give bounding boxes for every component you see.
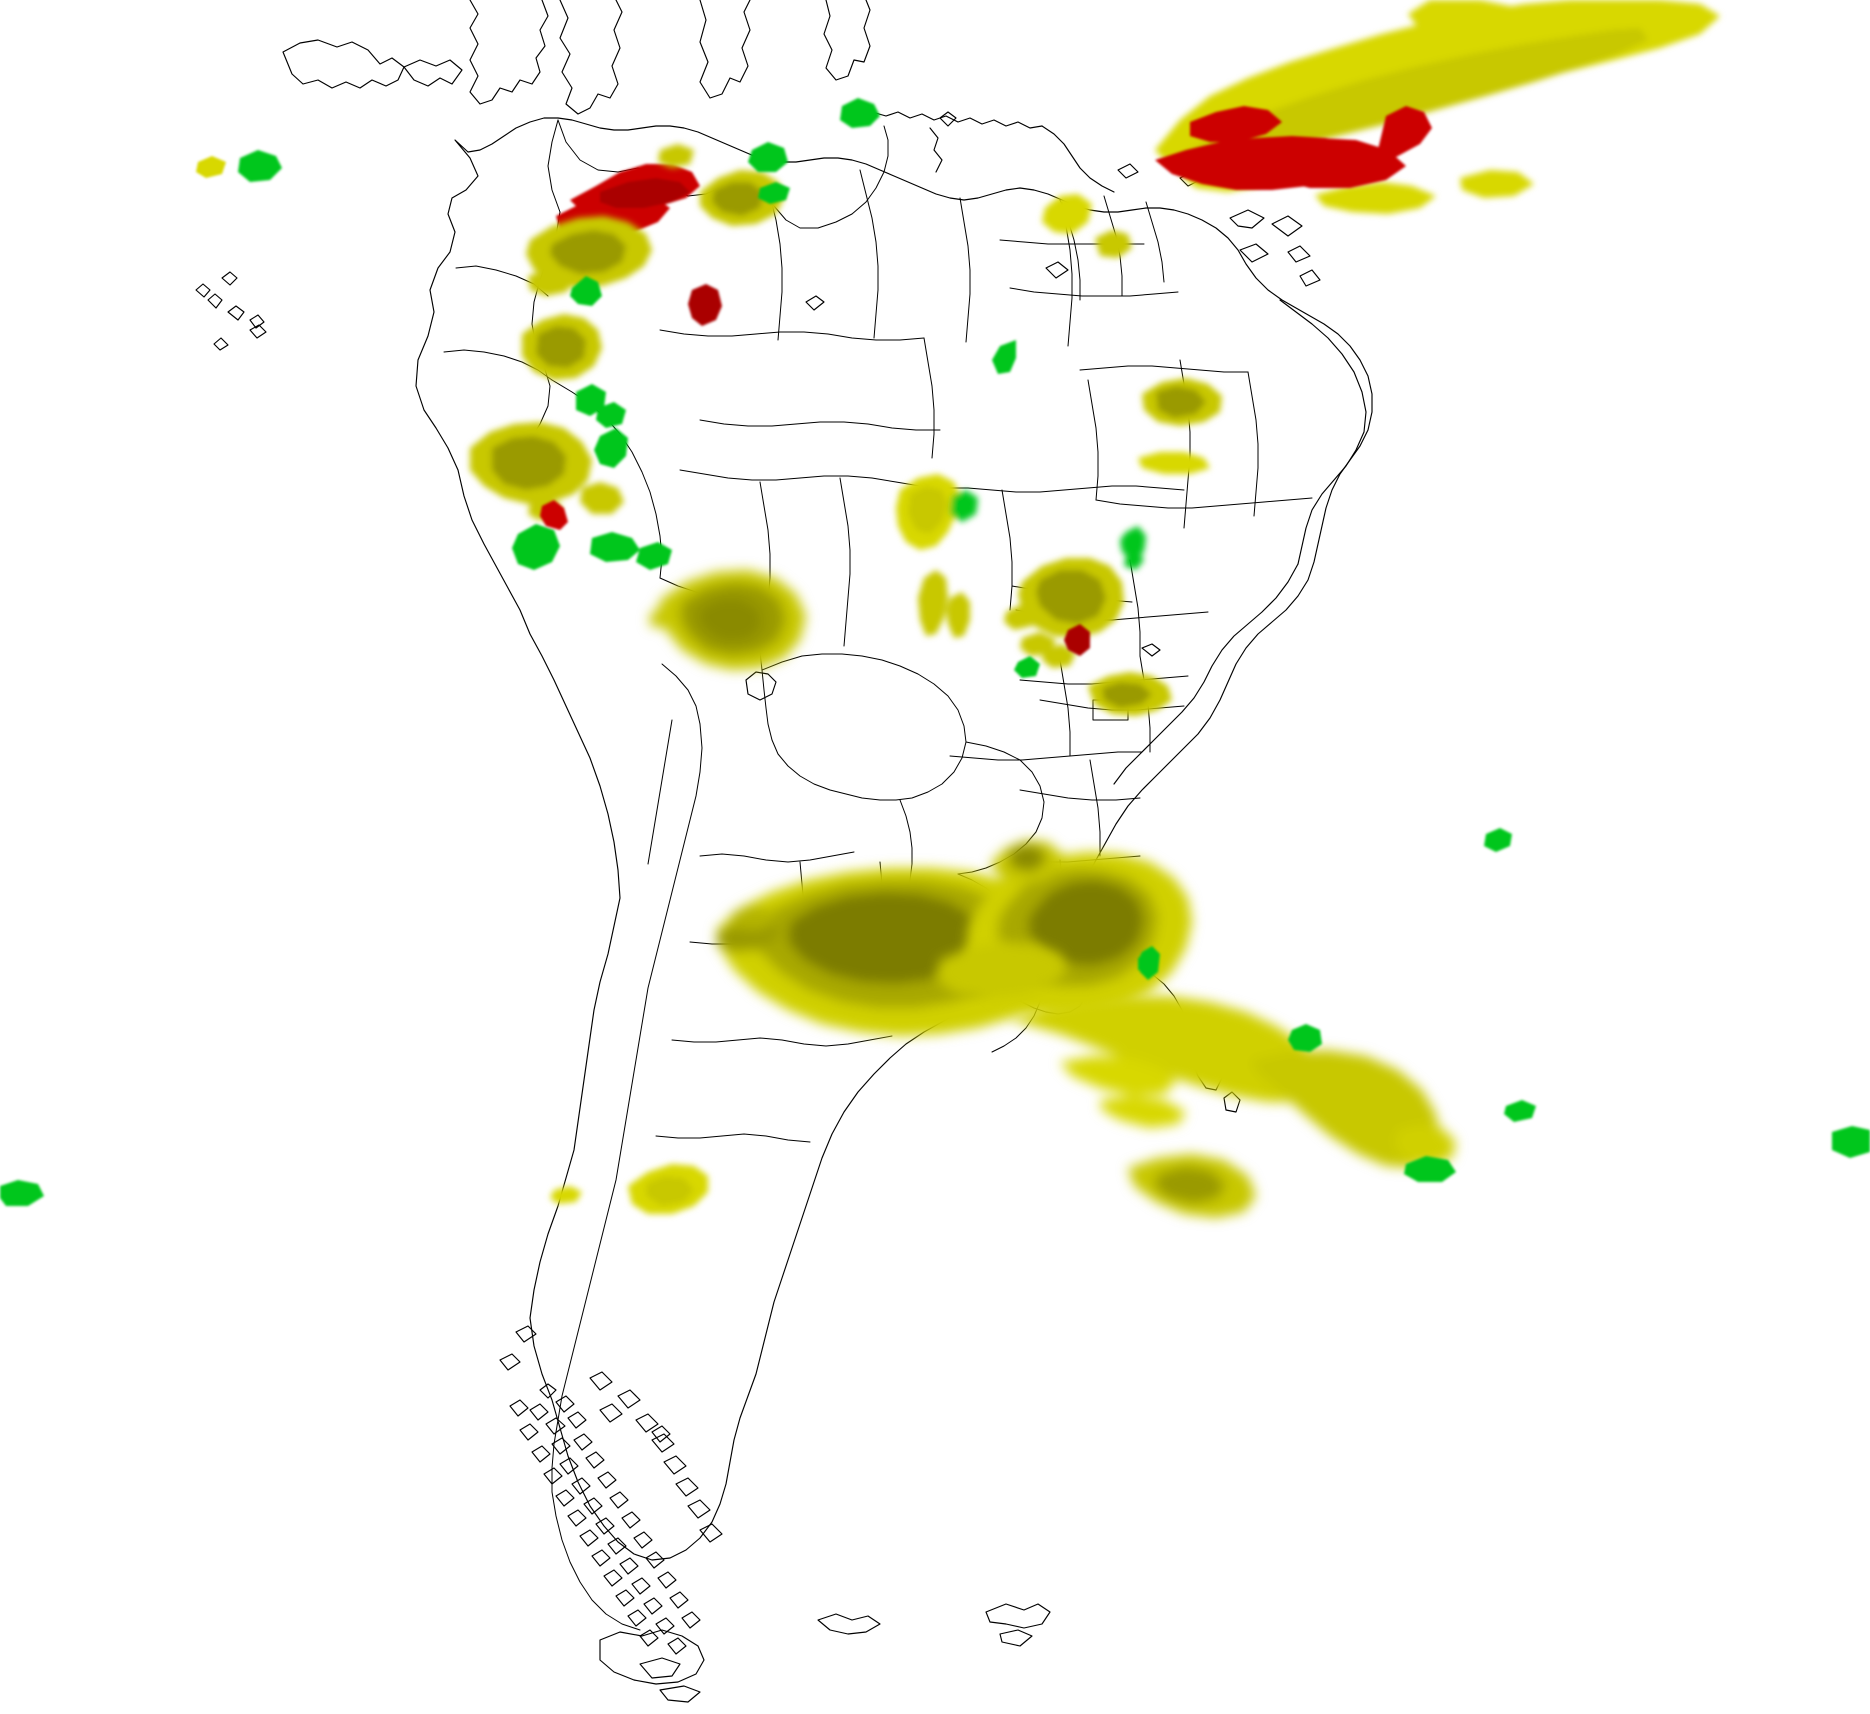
plume-brazil-se-mixed — [1014, 624, 1090, 678]
plume-peru-central-olive — [470, 422, 624, 520]
plume-amazon-red — [688, 284, 722, 326]
plume-patagonia-yellow — [550, 1164, 708, 1214]
plume-atlantic-green — [0, 828, 1870, 1206]
plume-peru-north-olive — [522, 314, 602, 380]
plume-brazil-ne-yellow — [1120, 378, 1222, 570]
plume-brazil-se-coast-yellow — [1088, 672, 1172, 716]
plume-peru-red — [540, 500, 568, 530]
plume-brazil-central-yellow — [896, 474, 978, 550]
plume-bolivia-olive — [650, 570, 806, 670]
plume-brazil-goias-olive — [1004, 558, 1124, 668]
plume-andes-green — [512, 340, 1016, 570]
plume-plata-connection — [936, 942, 1068, 998]
plume-venezuela-yellow — [658, 144, 784, 226]
plume-colombia-yellow — [526, 216, 652, 296]
plume-atlantic-trail — [1010, 996, 1456, 1218]
plume-brazil-ms-yellow — [918, 570, 970, 638]
plume-venezuela-green — [748, 98, 880, 204]
plume-caribbean-yellow-band — [1042, 0, 1720, 258]
plume-ecuador-green — [196, 150, 602, 306]
plume-overlay-layer — [0, 0, 1870, 1218]
plume-caribbean-red — [1155, 106, 1432, 190]
basemap-outlines — [196, 0, 1372, 1702]
